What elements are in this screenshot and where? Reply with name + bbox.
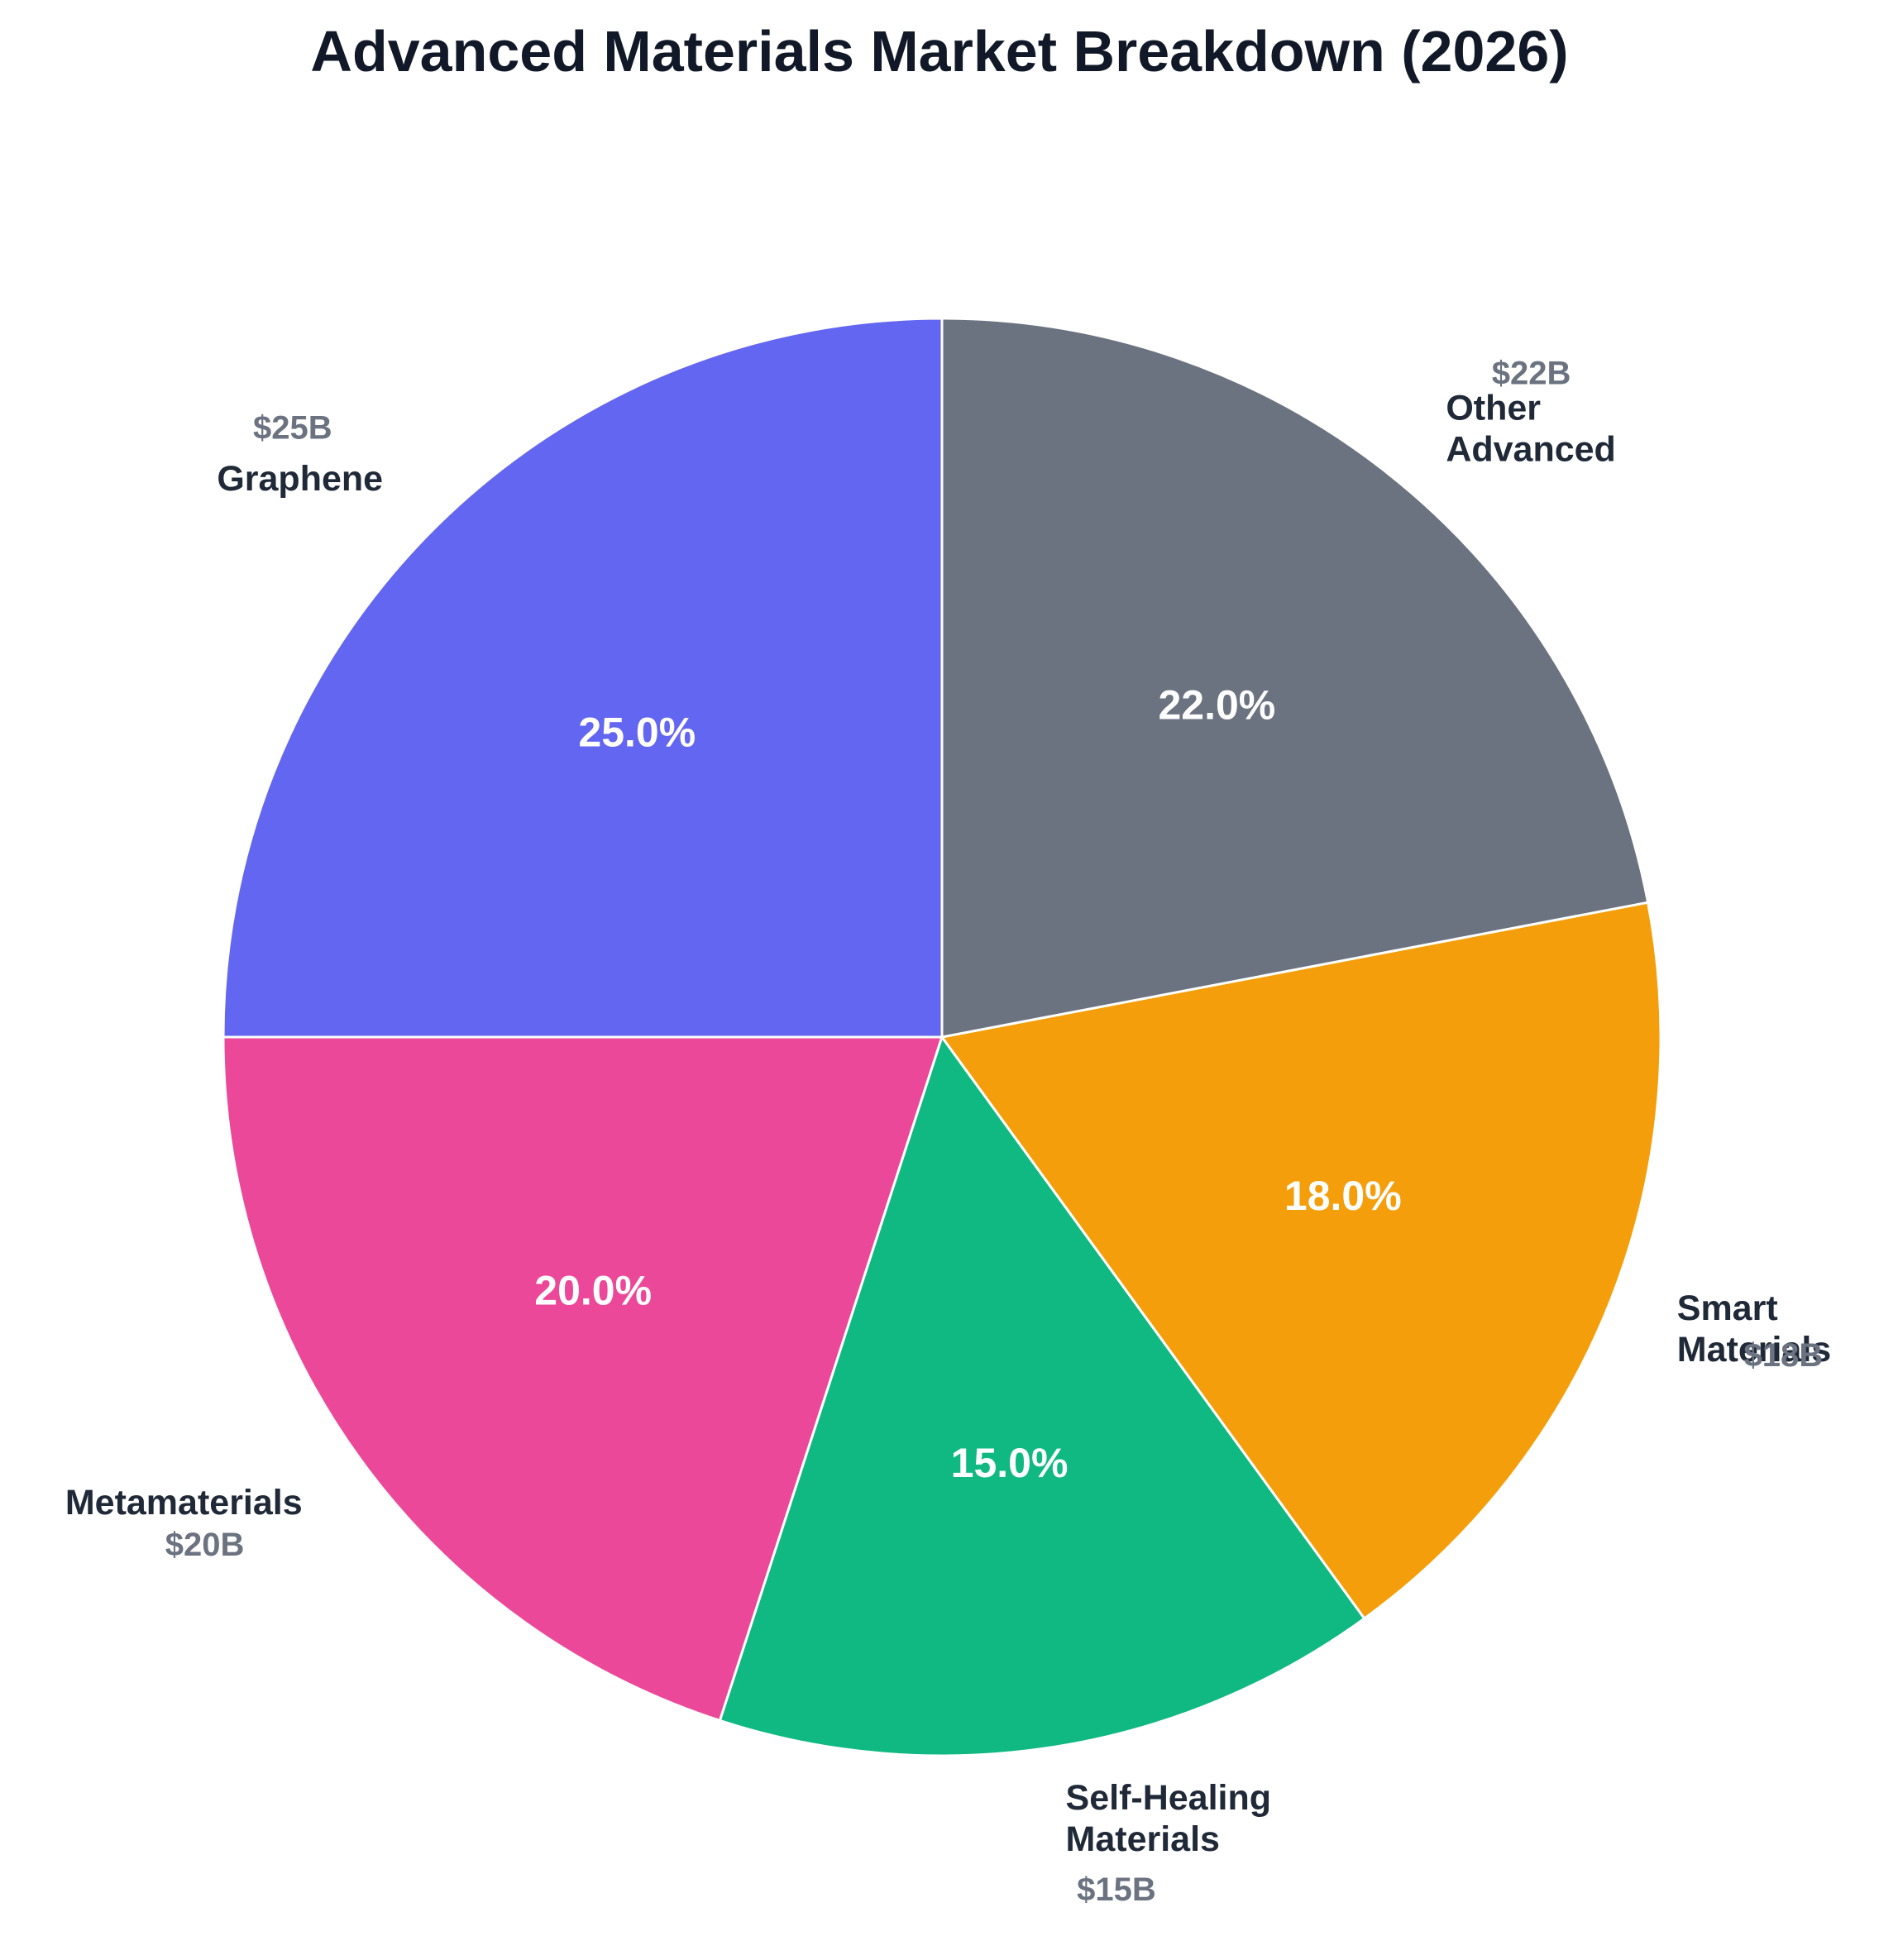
- pie-slice-smart-materials: [940, 901, 1662, 1621]
- slice-percent-label: 18.0%: [1284, 1173, 1402, 1219]
- pie-slice-other-advanced: [940, 317, 1650, 1039]
- slice-percent-label: 15.0%: [951, 1440, 1069, 1486]
- pie-slice-graphene: [222, 317, 944, 1039]
- slice-category-label: Self-Healing Materials: [1066, 1778, 1272, 1859]
- slice-value-label: $22B: [1492, 356, 1571, 392]
- slice-value-label: $18B: [1744, 1337, 1824, 1374]
- slice-value-label: $20B: [165, 1527, 245, 1563]
- chart-title: Advanced Materials Market Breakdown (202…: [310, 19, 1569, 84]
- slice-percent-label: 25.0%: [578, 709, 696, 755]
- pie-slice-metamaterials: [222, 1035, 944, 1723]
- slice-category-label: Smart Materials: [1677, 1288, 1831, 1370]
- slice-percent-label: 22.0%: [1158, 681, 1275, 728]
- slice-category-label: Metamaterials: [65, 1483, 303, 1523]
- slice-category-label: Graphene: [217, 459, 383, 499]
- slice-value-label: $15B: [1077, 1872, 1156, 1908]
- slice-value-label: $25B: [253, 410, 332, 447]
- slice-percent-label: 20.0%: [534, 1267, 652, 1313]
- slice-category-label: Other Advanced: [1446, 388, 1616, 469]
- pie-slice-self-healing-materials: [718, 1034, 1366, 1757]
